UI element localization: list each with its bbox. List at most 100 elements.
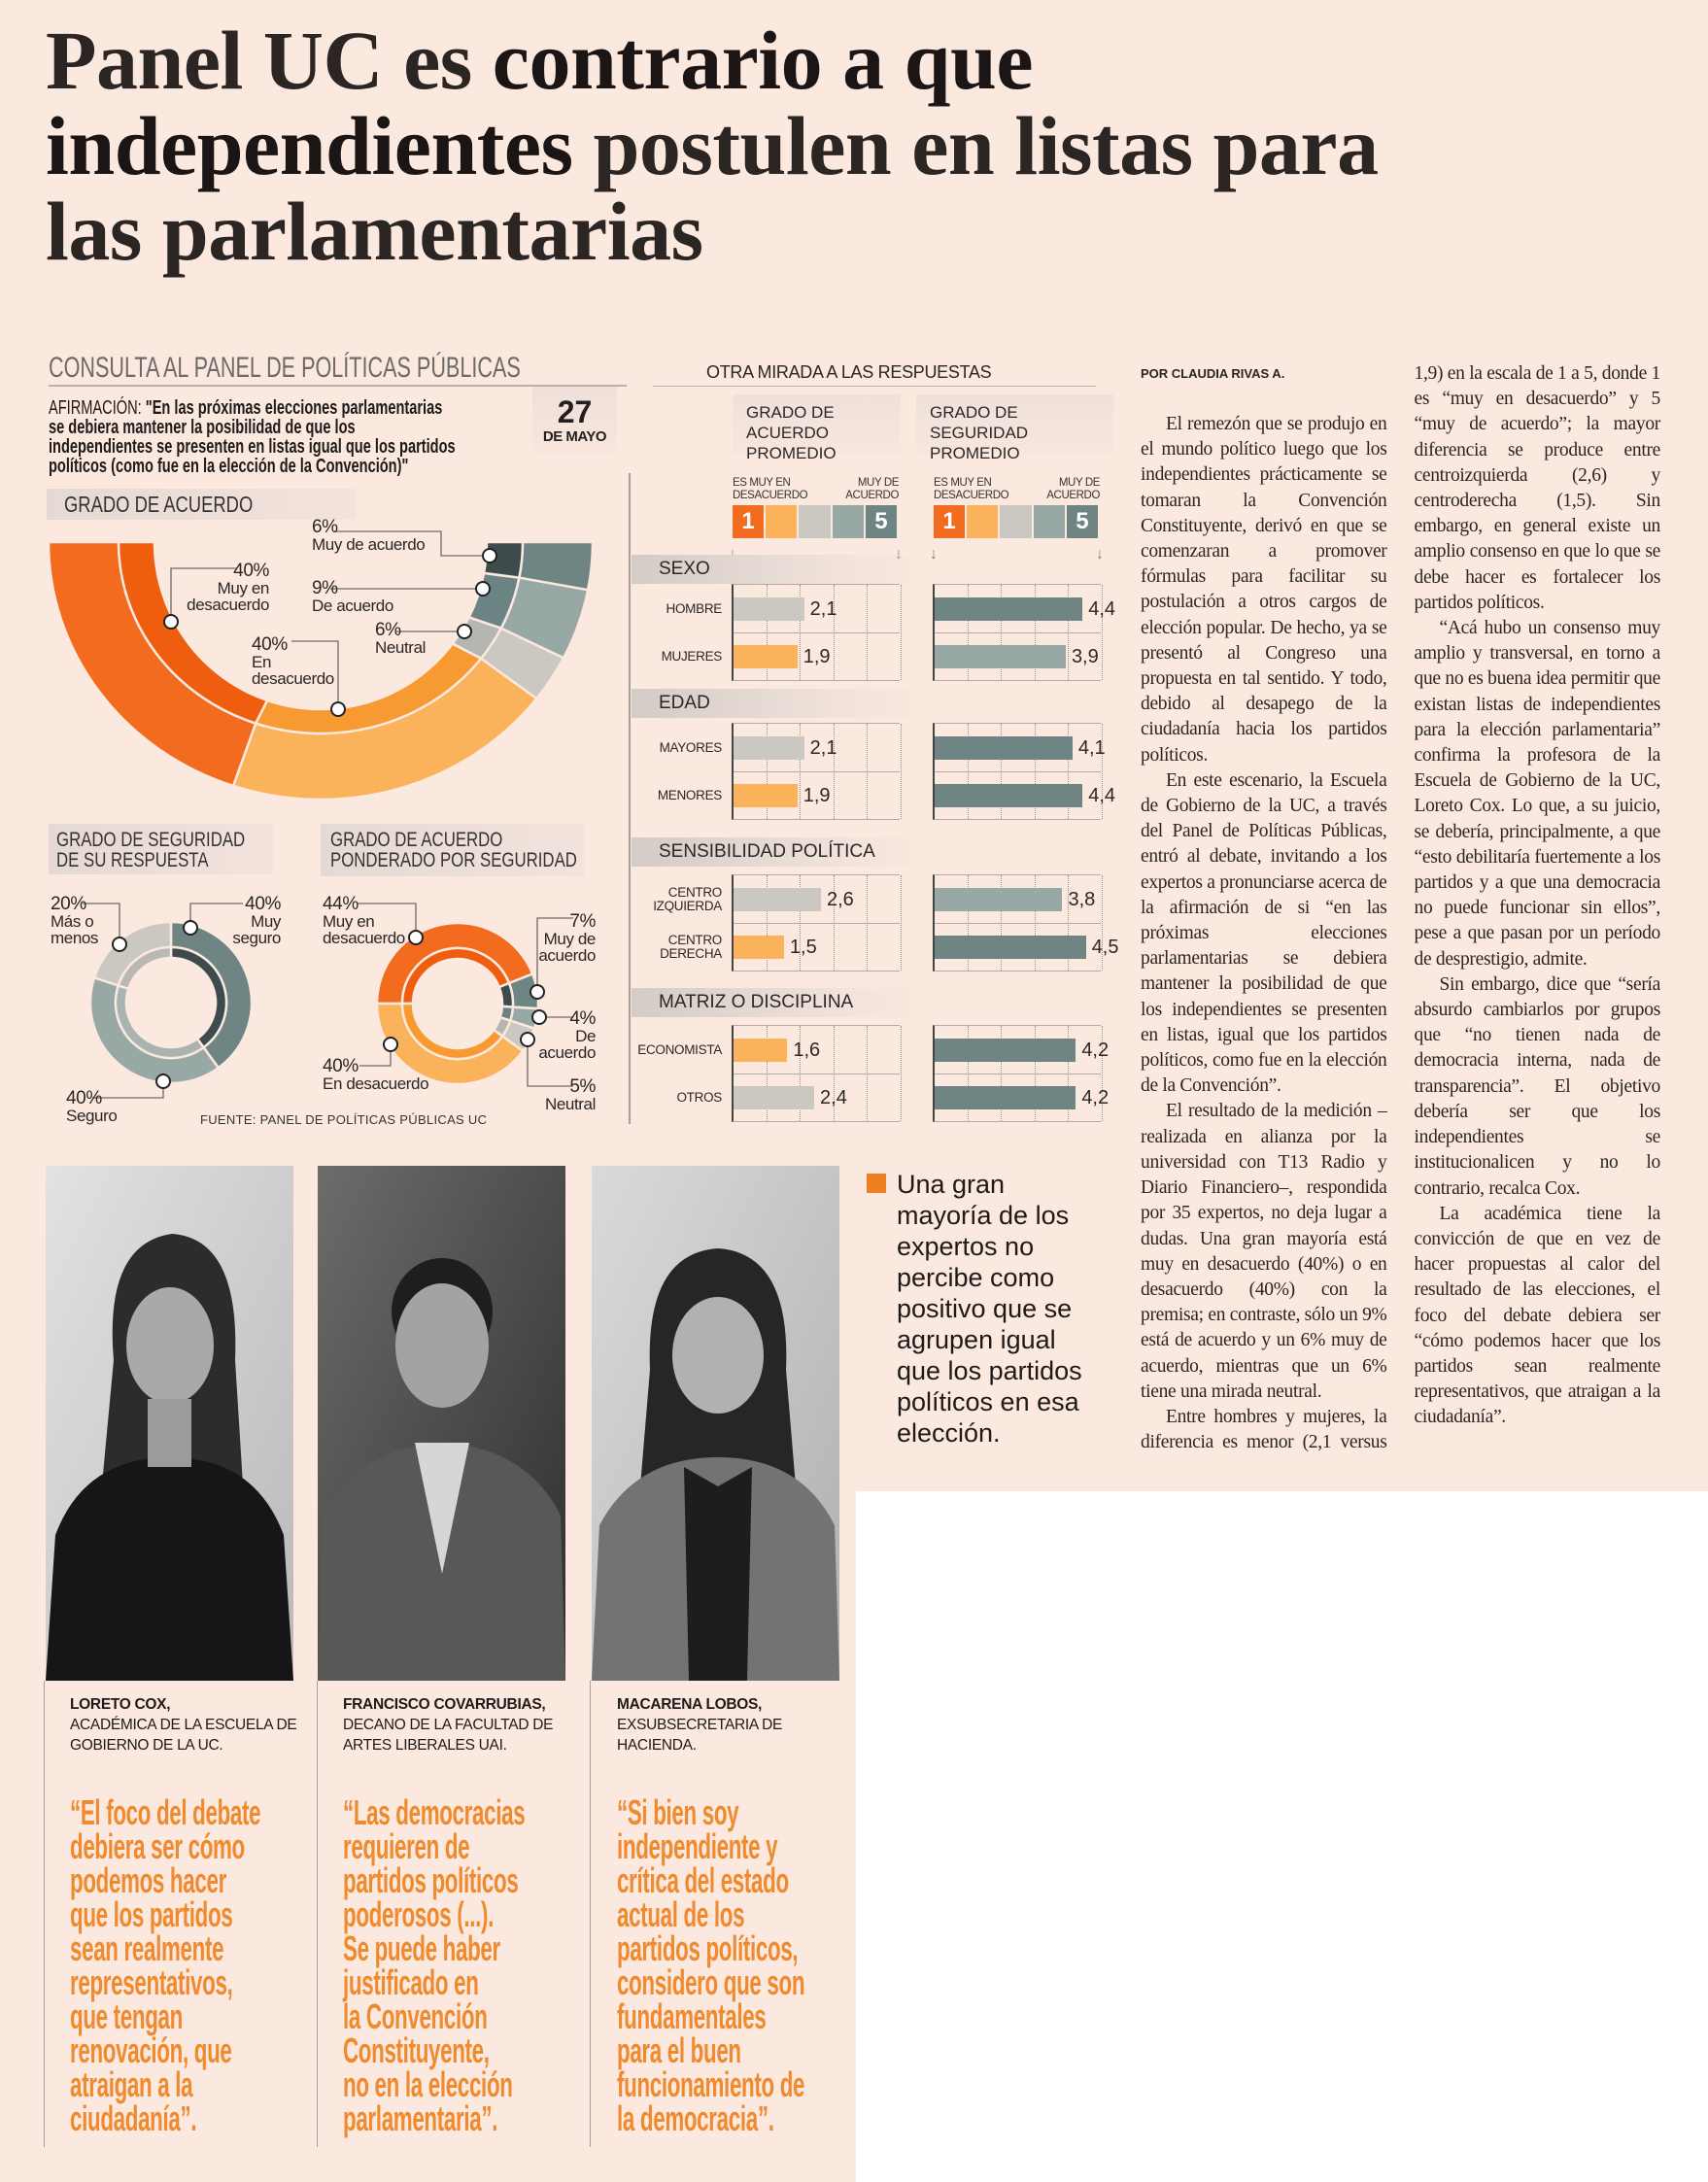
pct: 40% [252,634,288,655]
row-label: OTROS [676,1090,722,1105]
agreement-title: GRADO DE ACUERDO [64,492,254,517]
security-title-box: GRADO DE SEGURIDAD DE SU RESPUESTA [49,824,273,874]
expert-name: LORETO COX, [70,1696,171,1713]
security-grid [933,584,1103,681]
agreement-value: 1,9 [803,785,831,806]
label-w-muy-de-acuerdo: 7% Muy de acuerdo [528,912,596,964]
security-bar [935,1039,1076,1062]
label: En desacuerdo [323,1074,429,1093]
row-label: ECONOMISTA [637,1042,722,1057]
comparison-title: OTRA MIRADA A LAS RESPUESTAS [706,362,992,382]
label-muy-seguro: 40% Muy seguro [222,895,281,946]
expert-caption: MACARENA LOBOS, EXSUBSECRETARIA DE HACIEN… [617,1694,821,1756]
agreement-bar [734,597,804,621]
expert-quote: “Si bien soy independiente y crítica del… [617,1792,805,2138]
arrow-down-icon: ↓ [727,540,738,569]
infographic-section-title: CONSULTA AL PANEL DE POLÍTICAS PÚBLICAS [49,352,521,384]
pct: 44% [323,894,359,914]
statement: AFIRMACIÓN: "En las próximas elecciones … [49,398,530,476]
agreement-bar [734,1086,815,1109]
caption-divider [44,1681,45,2147]
grid-line [935,771,1101,772]
security-average-header: GRADO DE SEGURIDAD PROMEDIO [916,394,1113,462]
group-header: MATRIZ O DISCIPLINA [632,988,923,1017]
grid-line [1001,875,1003,971]
pct: 5% [569,1076,596,1097]
security-value: 3,8 [1068,889,1096,910]
expert-quote: “Las democracias requieren de partidos p… [343,1792,526,2138]
photo-macarena-lobos [592,1166,839,1681]
label: Seguro [66,1107,118,1125]
security-donut-chart [88,920,254,1085]
security-value: 4,2 [1081,1087,1110,1108]
group-header: SENSIBILIDAD POLÍTICA [632,837,923,867]
date-day: 27 [557,394,593,429]
pull-quote-text: Una gran mayoría de los expertos no perc… [897,1170,1082,1448]
grid-line [800,875,802,971]
headline-light-end: postulen en listas para las parlamentari… [46,99,1379,278]
security-value: 4,4 [1088,785,1116,806]
weighted-title: GRADO DE ACUERDO PONDERADO POR SEGURIDAD [330,829,577,871]
grid-line [833,585,835,680]
security-bar [935,784,1083,807]
grid-line [734,923,900,924]
pct: 40% [245,894,281,914]
scale-high-label: MUY DE ACUERDO [1046,477,1100,501]
security-title: GRADO DE SEGURIDAD DE SU RESPUESTA [56,829,246,871]
grid-line [1001,1026,1003,1121]
agreement-bar [734,736,804,760]
grid-line [1001,724,1003,819]
group-header: SEXO [632,555,923,584]
label-seguro: 40% Seguro [66,1089,134,1124]
pct: 40% [233,561,269,581]
pct: 6% [375,620,401,640]
scale-cell-4 [1033,505,1065,538]
security-bar [935,645,1066,668]
grid-line [967,875,969,971]
byline: POR CLAUDIA RIVAS A. [1141,366,1285,381]
pct: 4% [569,1008,596,1029]
scale-cell-4 [832,505,864,538]
weighted-segment-inner [497,981,515,1008]
agreement-value: 1,5 [789,937,817,958]
agreement-value: 2,1 [809,598,837,620]
scale-cell-3 [1000,505,1032,538]
label-w-neutral: 5% Neutral [528,1077,596,1112]
grid-line [901,1026,902,1121]
caption-divider [317,1681,318,2147]
grid-line [800,1026,802,1121]
pct: 7% [569,911,596,932]
agreement-value: 2,6 [826,889,854,910]
row-label: MUJERES [661,649,723,664]
article-paragraph: Entre hombres y mujeres, la diferencia e… [1141,363,1660,1453]
label: Muy en desacuerdo [323,912,405,947]
pct: 6% [312,517,338,537]
headline: Panel UC es contrario a que independient… [46,17,1425,274]
security-value: 4,4 [1088,598,1116,620]
expert-role: ACADÉMICA DE LA ESCUELA DE GOBIERNO DE L… [70,1717,297,1754]
row-label: MENORES [657,788,722,802]
grid-line [867,1026,869,1121]
grid-line [867,875,869,971]
row-label: MAYORES [659,740,723,755]
divider [653,386,1096,387]
row-label: HOMBRE [666,601,723,616]
grid-line [1034,585,1036,680]
agreement-grid [732,584,902,681]
security-bar [935,1086,1076,1109]
grid-line [833,1026,835,1121]
statement-label: AFIRMACIÓN: [49,397,146,419]
grid-line [1034,1026,1036,1121]
agreement-title-box: GRADO DE ACUERDO [47,489,356,520]
agreement-bar [734,784,798,807]
label-neutral: 6% Neutral [375,621,453,656]
agreement-bar [734,936,784,959]
label-muy-en-desacuerdo: 40% Muy en desacuerdo [175,562,269,613]
expert-name: FRANCISCO COVARRUBIAS, [343,1696,546,1713]
security-bar [935,597,1083,621]
grid-line [967,724,969,819]
grid-line [734,632,900,633]
security-grid [933,1025,1103,1122]
grid-line [1102,724,1103,819]
